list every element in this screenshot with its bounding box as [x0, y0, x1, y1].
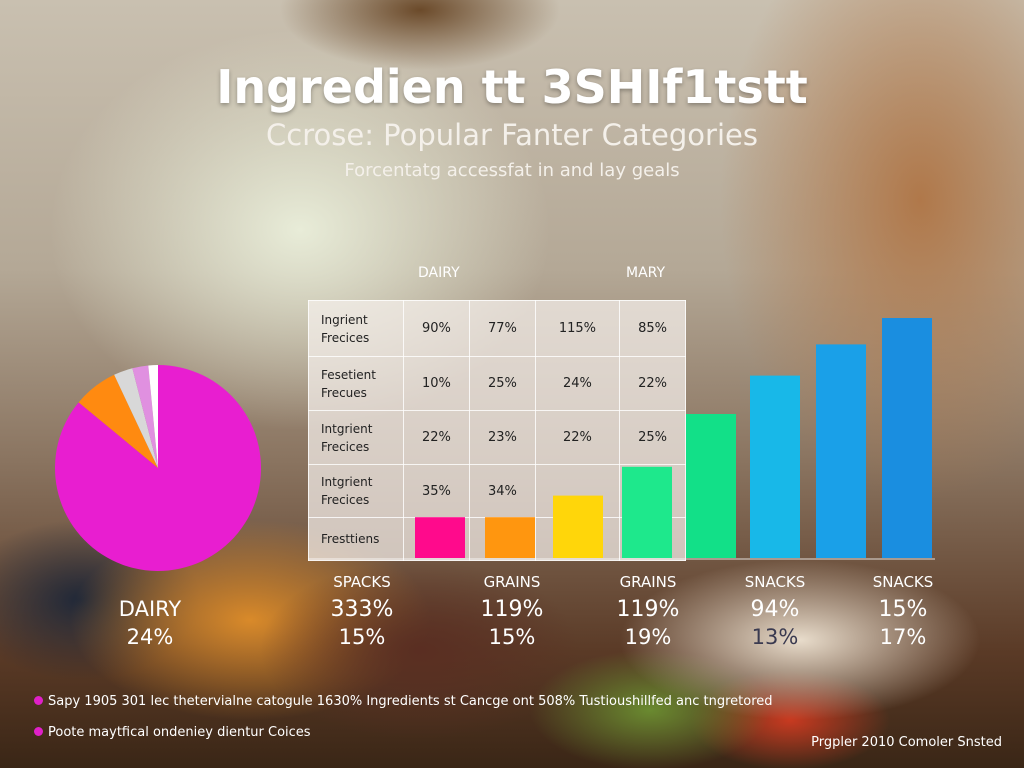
category-v2: 17% [879, 625, 927, 649]
bar [553, 495, 603, 558]
category-v1: 333% [330, 597, 394, 622]
footnote-text: Sapy 1905 301 lec thetervialne catogule … [48, 694, 773, 709]
row-label: Fesetient Frecues [308, 356, 404, 411]
credit: Prgpler 2010 Comoler Snsted [811, 735, 1002, 750]
table-row: Intgrient Frecices 35% 34% [308, 464, 686, 518]
category-cat: SNACKS [872, 573, 934, 591]
bar [882, 318, 932, 558]
page-title: Ingredien tt 3SHIf1tstt [216, 60, 808, 114]
bar [622, 466, 672, 558]
table-cell: 90% [403, 300, 470, 357]
table-cell: 10% [403, 356, 470, 411]
footnote-2: Poote maytfical ondeniey dientur Coices [34, 725, 311, 740]
subtitle: Ccrose: Popular Fanter Categories [266, 118, 758, 152]
table-cell: 115% [534, 300, 621, 357]
footnote-1: Sapy 1905 301 lec thetervialne catogule … [34, 694, 773, 709]
pie-slice [132, 365, 158, 468]
table-cell: 24% [534, 356, 621, 411]
category-cat: SPACKS [333, 573, 391, 591]
row-label: Ingrient Frecices [308, 300, 404, 357]
table-header-dairy: DAIRY [418, 265, 460, 281]
category-cat: GRAINS [483, 573, 541, 591]
pie-slice [114, 368, 158, 468]
table-cell: 22% [619, 356, 686, 411]
table-cell: 22% [403, 410, 470, 465]
table-row: Intgrient Frecices 22% 23% 22% 25% [308, 410, 686, 465]
pie-slice [78, 374, 158, 468]
bullet-icon [34, 696, 43, 705]
bar [816, 344, 866, 558]
category-cat: GRAINS [619, 573, 677, 591]
category-cat: SNACKS [744, 573, 806, 591]
bar [750, 375, 800, 558]
row-label: Intgrient Frecices [308, 464, 404, 518]
subtitle-secondary: Forcentatg accessfat in and lay geals [344, 160, 680, 181]
table-cell: 85% [619, 300, 686, 357]
bullet-icon [34, 727, 43, 736]
category-v2: 19% [624, 625, 672, 649]
table-cell: 25% [619, 410, 686, 465]
category-v1: 119% [480, 597, 544, 622]
category-v1: DAIRY [118, 597, 182, 621]
category-v2: 24% [126, 625, 174, 649]
pie-slice [148, 365, 158, 468]
table-cell: 77% [468, 300, 536, 357]
category-v2: 13% [751, 625, 799, 649]
table-cell: 35% [403, 464, 470, 518]
bar [415, 517, 465, 558]
row-label: Intgrient Frecices [308, 410, 404, 465]
table-row: Ingrient Frecices 90% 77% 115% 85% [308, 300, 686, 357]
bar [686, 414, 736, 558]
footnote-text: Poote maytfical ondeniey dientur Coices [48, 725, 311, 740]
bar [485, 517, 535, 558]
pie-slice [55, 365, 262, 571]
category-v1: 94% [750, 597, 800, 622]
table-header-mary: MARY [626, 265, 666, 281]
row-label: Fresttiens [308, 517, 404, 561]
category-v2: 15% [338, 625, 386, 649]
category-v2: 15% [488, 625, 536, 649]
category-v1: 119% [616, 597, 680, 622]
category-v1: 15% [878, 597, 928, 622]
